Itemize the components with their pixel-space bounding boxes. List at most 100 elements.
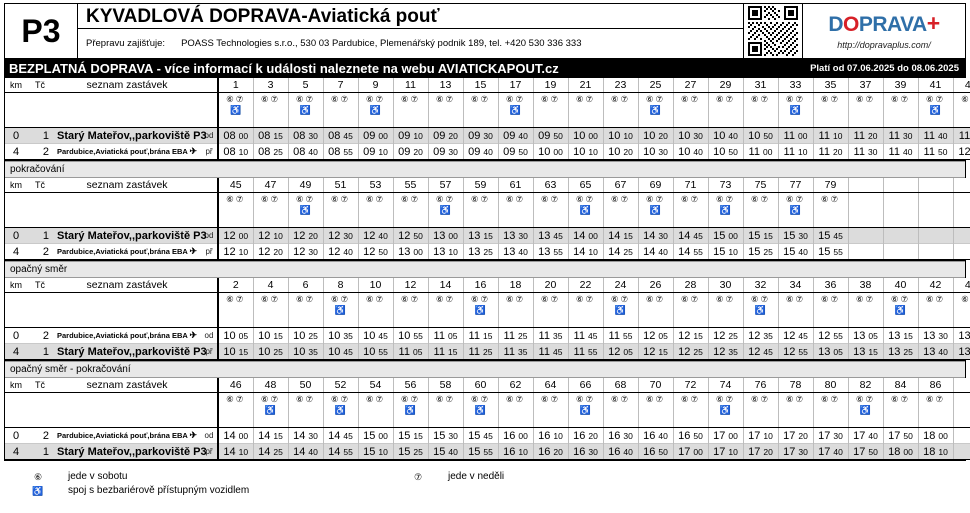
time-cell[interactable]: 09 30 [427, 143, 463, 160]
trip-number[interactable]: 51 [322, 178, 358, 193]
time-cell[interactable]: 13 15 [847, 343, 883, 360]
time-cell[interactable]: 11 30 [847, 143, 883, 160]
stop-name[interactable]: Starý Mateřov,,parkoviště P3 [53, 343, 207, 360]
trip-number[interactable]: 52 [322, 378, 358, 393]
trip-number[interactable]: 68 [602, 378, 638, 393]
time-cell[interactable]: 14 25 [252, 443, 288, 460]
trip-number[interactable]: 46 [217, 378, 253, 393]
trip-number[interactable]: 33 [777, 78, 813, 93]
time-cell[interactable]: 10 05 [217, 327, 253, 344]
time-cell[interactable]: 12 00 [952, 143, 970, 160]
time-cell[interactable]: 17 40 [812, 443, 848, 460]
trip-number[interactable]: 4 [252, 278, 288, 293]
trip-number[interactable]: 76 [742, 378, 778, 393]
trip-number[interactable]: 9 [357, 78, 393, 93]
trip-number[interactable]: 69 [637, 178, 673, 193]
time-cell[interactable]: 13 05 [812, 343, 848, 360]
trip-number[interactable]: 77 [777, 178, 813, 193]
time-cell[interactable]: 08 45 [322, 127, 358, 144]
time-cell[interactable]: 11 05 [392, 343, 428, 360]
qr-code-icon[interactable] [748, 6, 798, 56]
time-cell[interactable]: 16 40 [602, 443, 638, 460]
time-cell[interactable]: 13 15 [882, 327, 918, 344]
time-cell[interactable]: 10 10 [602, 127, 638, 144]
brand-logo[interactable]: DOPRAVA+ http://dopravaplus.com/ [802, 4, 965, 58]
trip-number[interactable]: 57 [427, 178, 463, 193]
time-cell[interactable]: 14 55 [322, 443, 358, 460]
trip-number[interactable]: 2 [217, 278, 253, 293]
time-cell[interactable]: 17 20 [777, 427, 813, 444]
time-cell[interactable]: 10 00 [532, 143, 568, 160]
time-cell[interactable]: 11 35 [497, 343, 533, 360]
time-cell[interactable]: 17 30 [812, 427, 848, 444]
stop-name[interactable]: Pardubice,Aviatická pouť,brána EBA ✈ [53, 243, 201, 260]
time-cell[interactable]: 15 40 [777, 243, 813, 260]
time-cell[interactable]: 15 30 [777, 227, 813, 244]
time-cell[interactable]: 16 30 [602, 427, 638, 444]
trip-number[interactable]: 53 [357, 178, 393, 193]
trip-number[interactable]: 19 [532, 78, 568, 93]
trip-number[interactable]: 32 [742, 278, 778, 293]
trip-number[interactable]: 73 [707, 178, 743, 193]
time-cell[interactable]: 11 55 [567, 343, 603, 360]
time-cell[interactable]: 10 40 [672, 143, 708, 160]
trip-number[interactable]: 36 [812, 278, 848, 293]
trip-number[interactable]: 20 [532, 278, 568, 293]
trip-number[interactable]: 16 [462, 278, 498, 293]
trip-number[interactable]: 71 [672, 178, 708, 193]
time-cell[interactable]: 14 15 [602, 227, 638, 244]
time-cell[interactable]: 11 45 [567, 327, 603, 344]
time-cell[interactable]: 10 30 [672, 127, 708, 144]
time-cell[interactable]: 15 45 [812, 227, 848, 244]
time-cell[interactable]: 12 45 [777, 327, 813, 344]
time-cell[interactable]: 13 25 [882, 343, 918, 360]
time-cell[interactable]: 15 00 [707, 227, 743, 244]
time-cell[interactable]: 12 10 [252, 227, 288, 244]
trip-number[interactable]: 37 [847, 78, 883, 93]
time-cell[interactable]: 18 00 [917, 427, 953, 444]
trip-number[interactable]: 15 [462, 78, 498, 93]
time-cell[interactable]: 17 30 [777, 443, 813, 460]
time-cell[interactable]: 11 35 [532, 327, 568, 344]
time-cell[interactable]: 12 20 [287, 227, 323, 244]
time-cell[interactable]: 14 00 [567, 227, 603, 244]
time-cell[interactable]: 10 00 [567, 127, 603, 144]
trip-number[interactable]: 21 [567, 78, 603, 93]
trip-number[interactable]: 50 [287, 378, 323, 393]
trip-number[interactable]: 64 [532, 378, 568, 393]
stop-name[interactable]: Starý Mateřov,,parkoviště P3 [53, 443, 207, 460]
time-cell[interactable]: 10 50 [707, 143, 743, 160]
time-cell[interactable]: 09 00 [357, 127, 393, 144]
time-cell[interactable]: 13 25 [462, 243, 498, 260]
time-cell[interactable]: 10 40 [707, 127, 743, 144]
stop-name[interactable]: Starý Mateřov,,parkoviště P3 [53, 227, 207, 244]
time-cell[interactable]: 15 00 [357, 427, 393, 444]
time-cell[interactable]: 11 15 [462, 327, 498, 344]
time-cell[interactable]: 11 50 [917, 143, 953, 160]
time-cell[interactable]: 10 55 [392, 327, 428, 344]
time-cell[interactable]: 10 55 [357, 343, 393, 360]
time-cell[interactable]: 10 15 [252, 327, 288, 344]
trip-number[interactable]: 38 [847, 278, 883, 293]
trip-number[interactable]: 26 [637, 278, 673, 293]
time-cell[interactable]: 08 55 [322, 143, 358, 160]
trip-number[interactable]: 31 [742, 78, 778, 93]
time-cell[interactable]: 18 00 [882, 443, 918, 460]
time-cell[interactable]: 11 00 [742, 143, 778, 160]
time-cell[interactable]: 11 25 [462, 343, 498, 360]
time-cell[interactable]: 13 15 [462, 227, 498, 244]
time-cell[interactable]: 15 40 [427, 443, 463, 460]
stop-name[interactable]: Pardubice,Aviatická pouť,brána EBA ✈ [53, 143, 201, 160]
time-cell[interactable]: 11 55 [602, 327, 638, 344]
time-cell[interactable]: 10 20 [637, 127, 673, 144]
time-cell[interactable]: 10 45 [357, 327, 393, 344]
trip-number[interactable]: 84 [882, 378, 918, 393]
time-cell[interactable]: 11 45 [532, 343, 568, 360]
trip-number[interactable]: 27 [672, 78, 708, 93]
time-cell[interactable]: 15 55 [812, 243, 848, 260]
time-cell[interactable]: 14 30 [637, 227, 673, 244]
time-cell[interactable]: 11 50 [952, 127, 970, 144]
time-cell[interactable]: 12 35 [707, 343, 743, 360]
time-cell[interactable]: 11 10 [777, 143, 813, 160]
time-cell[interactable]: 13 10 [427, 243, 463, 260]
